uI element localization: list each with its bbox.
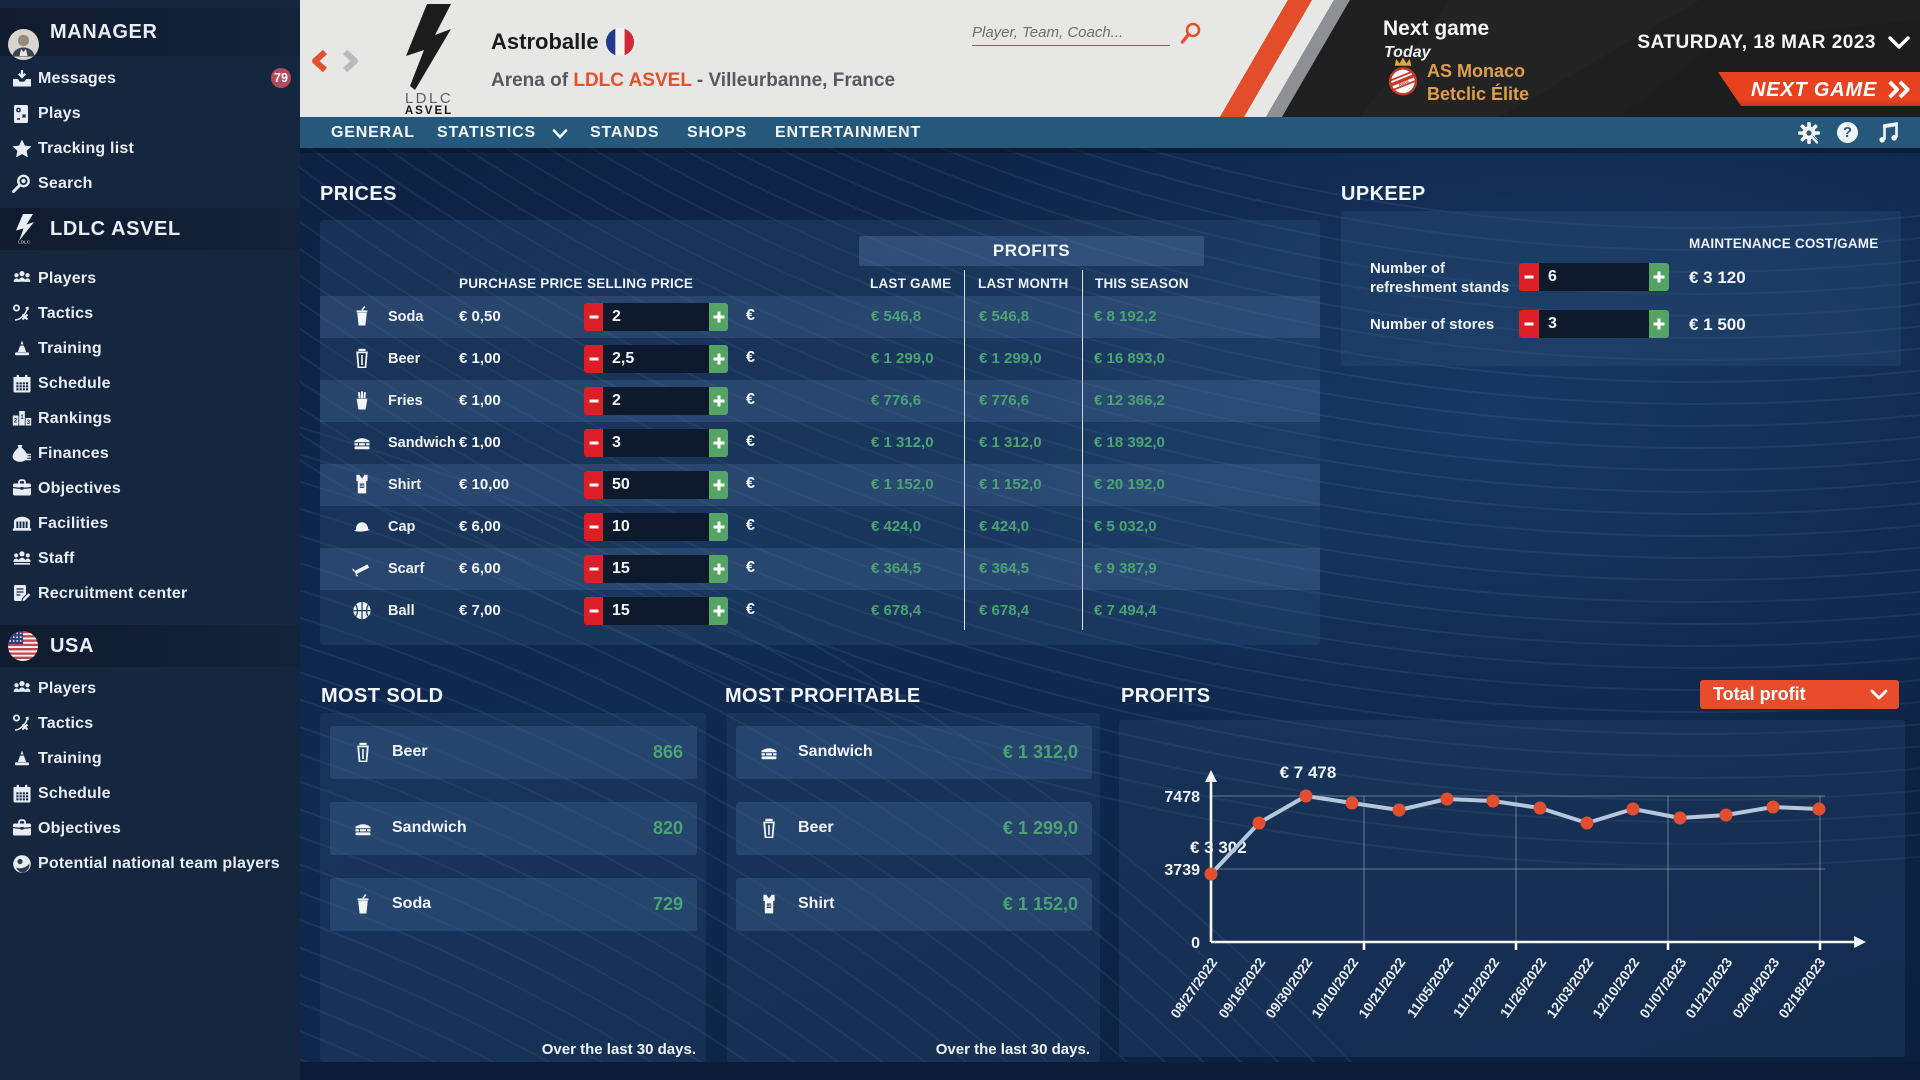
svg-text:1: 1 — [20, 415, 24, 421]
svg-text:€ 7 478: € 7 478 — [1280, 763, 1337, 782]
svg-text:16: 16 — [767, 904, 771, 908]
svg-text:LDLC: LDLC — [18, 240, 31, 245]
svg-text:2: 2 — [14, 419, 18, 425]
svg-text:08/27/2022: 08/27/2022 — [1167, 954, 1220, 1021]
svg-text:Roca: Roca — [1398, 78, 1410, 87]
svg-text:3: 3 — [27, 420, 31, 426]
svg-text:09/16/2022: 09/16/2022 — [1215, 954, 1268, 1021]
svg-text:02/18/2023: 02/18/2023 — [1775, 954, 1828, 1021]
svg-text:10/10/2022: 10/10/2022 — [1308, 954, 1361, 1021]
svg-text:12/10/2022: 12/10/2022 — [1589, 954, 1642, 1021]
svg-text:11/26/2022: 11/26/2022 — [1497, 954, 1550, 1020]
svg-text:3739: 3739 — [1164, 862, 1200, 879]
svg-text:11/12/2022: 11/12/2022 — [1450, 954, 1503, 1020]
svg-text:10/21/2022: 10/21/2022 — [1355, 954, 1408, 1021]
svg-text:16: 16 — [360, 484, 364, 488]
svg-text:01/21/2023: 01/21/2023 — [1682, 954, 1735, 1021]
svg-text:7478: 7478 — [1164, 789, 1200, 806]
svg-text:11/05/2022: 11/05/2022 — [1404, 954, 1457, 1020]
svg-text:0: 0 — [1191, 935, 1200, 952]
